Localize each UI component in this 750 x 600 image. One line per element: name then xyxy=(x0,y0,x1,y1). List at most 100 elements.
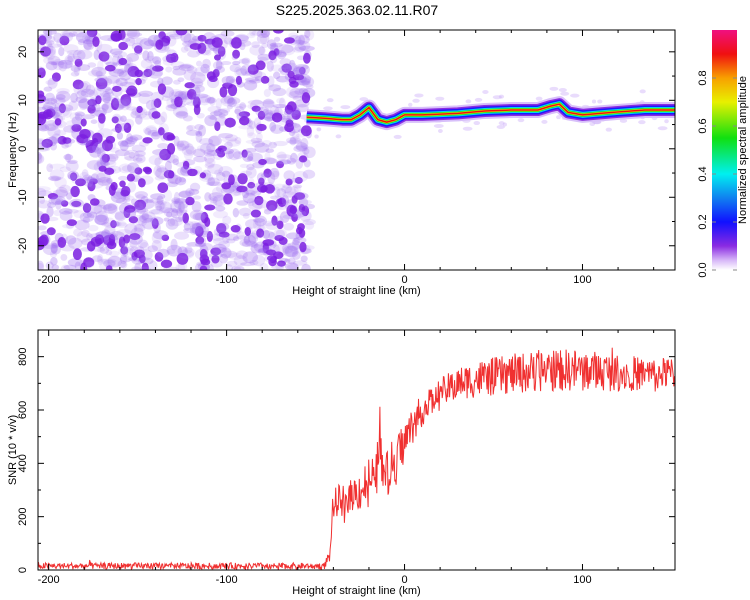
noise-blob xyxy=(233,255,248,267)
noise-blob xyxy=(246,132,256,139)
noise-blob xyxy=(560,91,570,96)
noise-blob xyxy=(73,84,82,94)
noise-blob xyxy=(55,94,66,100)
noise-blob xyxy=(286,101,297,112)
noise-blob xyxy=(176,140,185,148)
noise-blob xyxy=(46,163,54,173)
noise-blob xyxy=(284,186,297,198)
noise-blob xyxy=(492,95,502,100)
noise-blob xyxy=(295,63,309,71)
noise-blob xyxy=(205,263,214,270)
noise-blob xyxy=(295,104,309,113)
noise-blob xyxy=(107,255,122,268)
noise-blob xyxy=(174,96,183,108)
noise-blob xyxy=(60,200,69,207)
noise-blob xyxy=(589,121,596,126)
noise-blob xyxy=(264,151,271,163)
noise-blob xyxy=(90,172,106,184)
plot-frame xyxy=(37,329,676,571)
y-tick-label: 400 xyxy=(17,454,29,472)
noise-blob xyxy=(63,264,77,270)
noise-blob xyxy=(49,163,66,169)
noise-blob xyxy=(110,181,118,191)
noise-blob xyxy=(128,151,136,159)
noise-blob xyxy=(219,86,228,98)
noise-blob xyxy=(43,86,53,92)
noise-blob xyxy=(81,114,95,120)
noise-blob xyxy=(226,97,237,108)
noise-blob xyxy=(183,149,194,160)
noise-blob xyxy=(191,95,199,106)
noise-blob xyxy=(44,97,58,105)
noise-blob xyxy=(145,198,154,204)
noise-blob xyxy=(286,62,298,74)
noise-blob xyxy=(197,34,207,42)
noise-blob xyxy=(257,110,266,120)
noise-blob xyxy=(195,131,203,143)
noise-blob xyxy=(70,92,78,103)
noise-blob xyxy=(70,185,80,198)
noise-blob xyxy=(156,195,164,205)
noise-blob xyxy=(88,97,98,109)
noise-blob xyxy=(80,118,87,127)
noise-blob xyxy=(71,200,82,208)
noise-blob xyxy=(276,154,293,159)
noise-blob xyxy=(156,165,167,173)
noise-blob xyxy=(87,62,97,68)
noise-blob xyxy=(269,42,283,47)
noise-blob xyxy=(268,84,282,92)
noise-blob xyxy=(145,125,157,134)
noise-blob xyxy=(134,150,146,157)
noise-blob xyxy=(270,124,284,135)
noise-blob xyxy=(54,200,69,205)
noise-blob xyxy=(191,201,202,213)
noise-blob xyxy=(105,250,113,256)
noise-blob xyxy=(176,252,189,265)
noise-blob xyxy=(474,97,483,102)
noise-blob xyxy=(75,90,89,100)
noise-blob xyxy=(144,128,152,136)
noise-blob xyxy=(66,49,82,56)
noise-blob xyxy=(95,95,102,105)
noise-blob xyxy=(54,176,67,189)
noise-blob xyxy=(38,225,47,231)
noise-blob xyxy=(240,65,247,77)
noise-blob xyxy=(87,99,98,107)
noise-blob xyxy=(218,240,230,249)
noise-blob xyxy=(298,75,307,83)
noise-blob xyxy=(204,114,218,127)
noise-blob xyxy=(95,71,103,77)
noise-blob xyxy=(51,243,59,249)
noise-blob xyxy=(181,165,189,173)
noise-blob xyxy=(285,86,300,98)
noise-blob xyxy=(605,127,612,132)
noise-blob xyxy=(258,46,266,55)
noise-blob xyxy=(174,200,184,205)
noise-blob xyxy=(122,197,131,203)
noise-blob xyxy=(215,59,223,71)
noise-blob xyxy=(54,103,61,112)
noise-blob xyxy=(117,68,128,78)
noise-blob xyxy=(120,103,128,108)
noise-blob xyxy=(131,42,143,51)
noise-blob xyxy=(283,170,295,181)
noise-blob xyxy=(99,91,115,98)
noise-blob xyxy=(97,254,104,266)
noise-blob xyxy=(161,76,173,85)
noise-blob xyxy=(217,145,227,152)
noise-blob xyxy=(97,258,110,264)
noise-blob xyxy=(231,265,245,270)
noise-blob xyxy=(206,96,215,104)
noise-blob xyxy=(87,30,96,36)
noise-blob xyxy=(96,172,111,183)
noise-blob xyxy=(124,205,136,213)
noise-blob xyxy=(238,207,252,217)
noise-blob xyxy=(66,192,73,200)
noise-blob xyxy=(124,137,137,145)
noise-blob xyxy=(167,217,176,227)
noise-blob xyxy=(114,211,127,222)
noise-blob xyxy=(109,48,123,55)
noise-blob xyxy=(215,171,226,181)
noise-blob xyxy=(50,195,66,205)
noise-blob xyxy=(221,136,237,143)
